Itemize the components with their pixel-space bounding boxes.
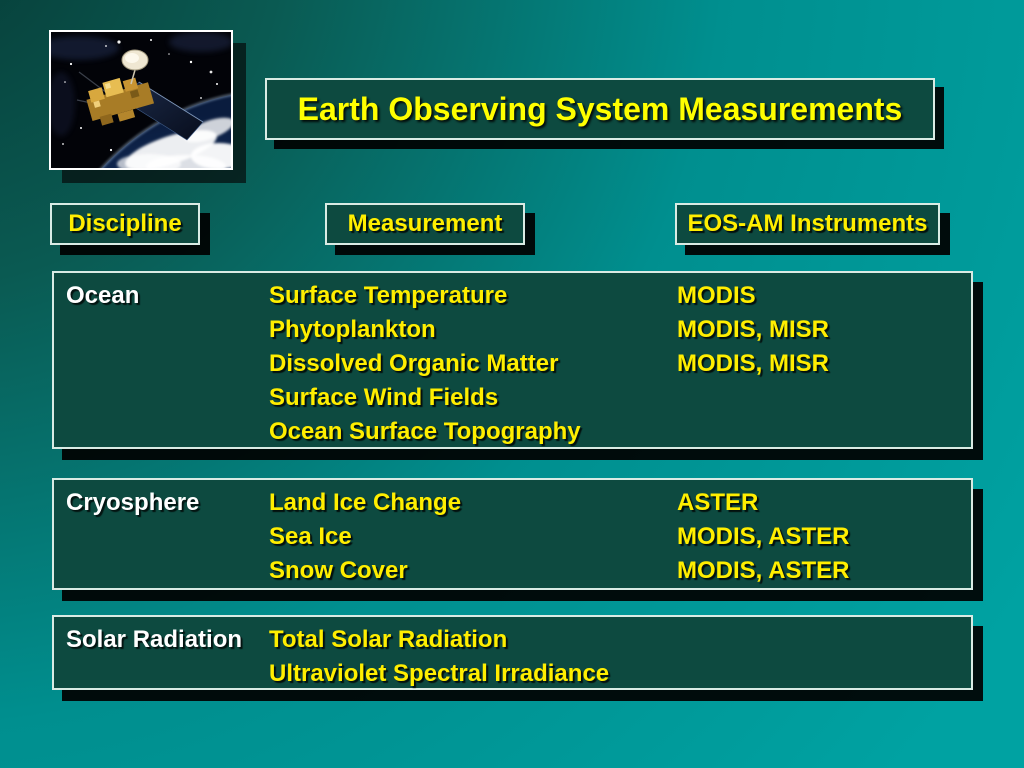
group-box-solar-radiation: Solar Radiation Total Solar Radiation Ul… xyxy=(52,615,973,690)
header-measurement: Measurement xyxy=(325,203,525,245)
measurement-cell: Sea Ice xyxy=(269,523,352,550)
instruments-cell: MODIS, MISR xyxy=(677,350,830,377)
nebula-wisps xyxy=(51,32,231,136)
header-instruments: EOS-AM Instruments xyxy=(675,203,940,245)
measurement-cell: Dissolved Organic Matter xyxy=(269,350,559,377)
instruments-cell: MODIS, MISR xyxy=(677,316,830,343)
measurement-cell: Surface Temperature xyxy=(269,282,508,309)
earth xyxy=(100,93,231,168)
measurement-cell: Ultraviolet Spectral Irradiance xyxy=(269,660,610,687)
group-box-ocean: Ocean Surface Temperature Phytoplankton … xyxy=(52,271,973,449)
instruments-cell xyxy=(677,415,971,449)
measurement-cell: Total Solar Radiation xyxy=(269,626,508,653)
terra-satellite-image xyxy=(49,30,233,170)
measurement-cell: Snow Cover xyxy=(269,557,408,584)
group-box-cryosphere: Cryosphere Land Ice Change Sea Ice Snow … xyxy=(52,478,973,590)
discipline-cell: Cryosphere xyxy=(66,489,200,516)
measurement-cell: Land Ice Change xyxy=(269,489,462,516)
instruments-cell xyxy=(677,657,971,691)
discipline-cell: Solar Radiation xyxy=(66,626,243,653)
stars xyxy=(62,39,218,152)
instruments-cell: MODIS, ASTER xyxy=(677,557,850,584)
discipline-cell: Ocean xyxy=(66,282,140,309)
satellite-body xyxy=(86,77,155,126)
title-box: Earth Observing System Measurements xyxy=(265,78,935,140)
instruments-cell xyxy=(677,623,971,657)
instruments-cell xyxy=(677,381,971,415)
header-discipline-label: Discipline xyxy=(68,210,182,237)
instruments-cell: ASTER xyxy=(677,489,759,516)
measurement-cell: Phytoplankton xyxy=(269,316,436,343)
satellite-illustration xyxy=(51,32,231,168)
instruments-cell: MODIS, ASTER xyxy=(677,523,850,550)
header-instruments-label: EOS-AM Instruments xyxy=(687,210,928,237)
page-title: Earth Observing System Measurements xyxy=(297,90,903,127)
header-discipline: Discipline xyxy=(50,203,200,245)
measurement-cell: Ocean Surface Topography xyxy=(269,418,581,445)
instruments-cell: MODIS xyxy=(677,282,756,309)
clouds xyxy=(117,117,231,168)
measurement-cell: Surface Wind Fields xyxy=(269,384,499,411)
satellite xyxy=(76,49,204,141)
header-measurement-label: Measurement xyxy=(347,210,503,237)
